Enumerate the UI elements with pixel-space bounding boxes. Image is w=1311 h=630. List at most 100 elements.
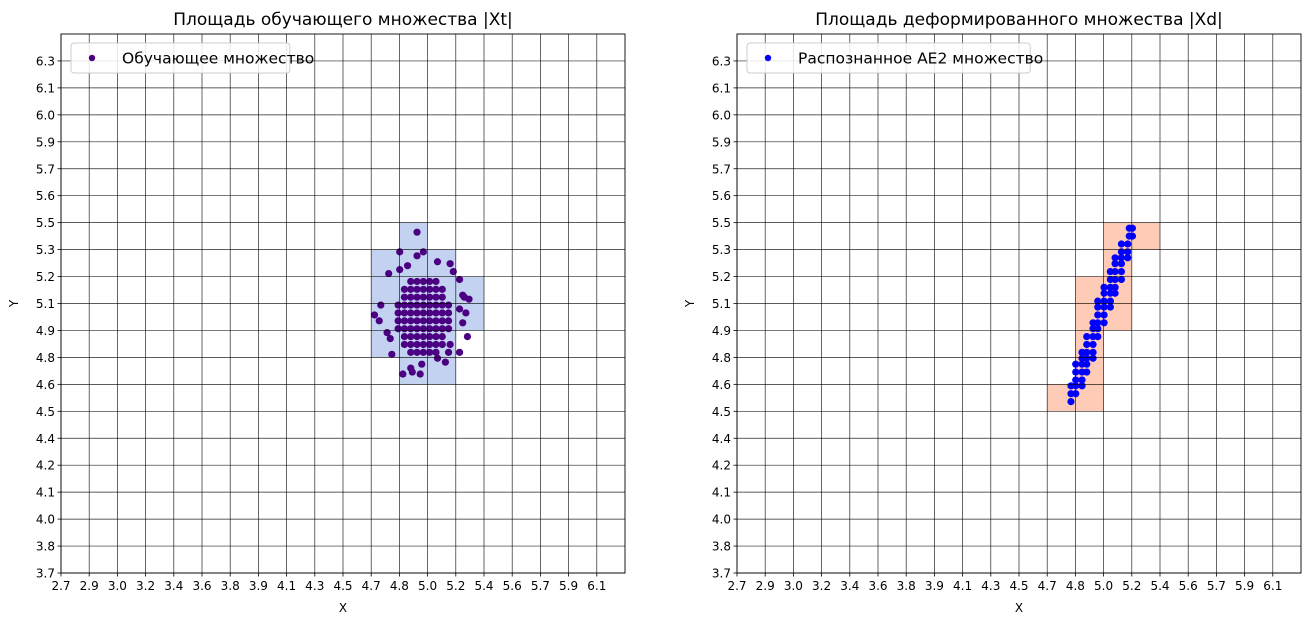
data-point [419, 293, 427, 301]
data-point [419, 325, 427, 333]
data-point [413, 332, 421, 341]
data-point [413, 293, 421, 301]
data-point [432, 277, 440, 286]
data-point [1117, 254, 1126, 262]
data-point [446, 340, 454, 349]
data-point [432, 348, 440, 356]
data-point [438, 325, 446, 333]
data-point [444, 309, 453, 317]
x-tick-label: 5.6 [503, 579, 522, 593]
y-axis-label: Y [683, 299, 697, 308]
x-tick-label: 4.1 [277, 579, 296, 593]
data-point [419, 309, 427, 317]
data-point [446, 260, 454, 268]
x-tick-label: 5.2 [1122, 579, 1141, 593]
data-point [1106, 303, 1114, 311]
data-point [403, 262, 412, 270]
y-tick-label: 4.0 [712, 513, 731, 527]
data-point [370, 311, 379, 319]
data-point [419, 285, 427, 293]
data-point [385, 269, 393, 278]
x-tick-label: 3.8 [221, 579, 240, 593]
x-tick-label: 4.8 [390, 579, 409, 593]
y-tick-label: 3.8 [712, 540, 731, 554]
data-point [413, 348, 421, 356]
x-axis-label: X [339, 601, 347, 615]
data-point [1106, 297, 1114, 305]
x-tick-label: 5.9 [559, 579, 578, 593]
y-tick-label: 5.2 [712, 270, 731, 284]
data-point [413, 228, 421, 236]
legend: Распознанное AE2 множество [746, 42, 1043, 74]
data-point [462, 309, 470, 317]
data-point [407, 309, 415, 317]
data-point [441, 358, 450, 366]
data-point [1094, 332, 1102, 341]
data-point [413, 325, 421, 333]
y-tick-label: 4.5 [36, 405, 55, 419]
y-tick-label: 6.1 [36, 81, 55, 95]
data-point [407, 317, 415, 325]
data-point [426, 309, 434, 317]
x-tick-label: 5.9 [1235, 579, 1254, 593]
data-point [394, 301, 402, 309]
data-point [1111, 254, 1119, 262]
x-tick-label: 3.2 [136, 579, 155, 593]
y-tick-label: 5.1 [36, 297, 55, 311]
x-tick-label: 4.7 [1038, 579, 1057, 593]
data-point [432, 285, 440, 293]
x-tick-label: 6.1 [1263, 579, 1282, 593]
data-point [1111, 275, 1119, 284]
data-point [438, 293, 446, 301]
data-point [1111, 267, 1119, 276]
data-point [419, 277, 427, 286]
data-point [1100, 283, 1108, 291]
data-point [1089, 348, 1097, 356]
data-point [394, 317, 402, 325]
data-point [455, 348, 464, 356]
data-point [416, 370, 424, 378]
data-point [438, 301, 446, 309]
y-tick-label: 5.6 [712, 189, 731, 203]
x-tick-label: 2.9 [80, 579, 99, 593]
data-point [1094, 311, 1102, 319]
data-point [413, 301, 421, 309]
data-point [419, 301, 427, 309]
axes-frame [60, 33, 626, 574]
x-tick-label: 5.7 [1207, 579, 1226, 593]
data-point [383, 329, 391, 337]
subplot-2: 2.7 2.9 3.0 3.2 3.4 3.6 3.8 3.9 4.1 4.3 4.5 4.7 4.8 5… [683, 10, 1302, 615]
x-tick-label: 4.3 [305, 579, 324, 593]
data-point [400, 340, 409, 349]
y-tick-label: 5.3 [36, 243, 55, 257]
data-point [1100, 311, 1108, 319]
legend: Обучающее множество [70, 42, 314, 74]
y-tick-label: 5.7 [712, 162, 731, 176]
data-point [377, 301, 385, 309]
region-cell [399, 222, 428, 250]
data-point [394, 309, 402, 317]
data-point [419, 317, 427, 325]
y-tick-label: 4.8 [36, 351, 55, 365]
y-tick-label: 5.3 [712, 243, 731, 257]
data-point [1124, 240, 1132, 248]
x-tick-label: 3.4 [840, 579, 859, 593]
data-point [1083, 340, 1091, 349]
y-tick-label: 6.0 [36, 108, 55, 122]
subplot-1: 2.7 2.9 3.0 3.2 3.4 3.6 3.8 3.9 4.1 4.3 4.5 4.7 4.8 5… [7, 10, 626, 615]
data-point [400, 309, 409, 317]
data-point [1067, 398, 1075, 406]
data-point [432, 309, 440, 317]
x-tick-label: 2.7 [51, 579, 70, 593]
data-point [1083, 354, 1091, 362]
legend-label: Обучающее множество [122, 50, 314, 68]
x-tick-label: 5.0 [1094, 579, 1113, 593]
x-axis-label: X [1015, 601, 1023, 615]
x-tick-label: 5.6 [1179, 579, 1198, 593]
data-point [394, 325, 402, 333]
data-point [438, 340, 446, 349]
x-tick-label: 3.9 [925, 579, 944, 593]
data-point [1089, 354, 1097, 362]
data-point [426, 285, 434, 293]
